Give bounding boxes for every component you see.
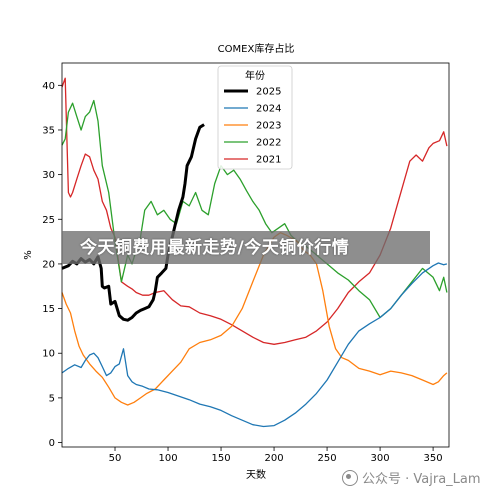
- series-line-2021: [61, 77, 448, 345]
- legend-items: 2025 2024 2023 2022 2021: [224, 87, 281, 166]
- y-tick-label: 0: [49, 438, 55, 449]
- x-tick-label: 100: [158, 453, 177, 464]
- watermark-text: 公众号 · Vajra_Lam: [362, 472, 481, 487]
- y-axis: 0 5 10 15 20 25 30 35 40: [42, 81, 62, 449]
- y-tick-label: 5: [49, 393, 55, 404]
- legend-title: 年份: [245, 69, 265, 82]
- y-tick-label: 10: [42, 349, 55, 360]
- x-tick-label: 50: [109, 453, 122, 464]
- x-tick-label: 150: [211, 453, 230, 464]
- y-tick-label: 35: [42, 125, 55, 136]
- series-line-2022: [61, 99, 448, 319]
- x-tick-label: 200: [265, 453, 284, 464]
- y-tick-label: 40: [42, 81, 55, 92]
- chart-title: COMEX库存占比: [218, 42, 295, 55]
- banner-text: 今天铜费用最新走势/今天铜价行情: [80, 238, 350, 258]
- series-line-2025: [61, 123, 205, 322]
- y-tick-label: 20: [42, 259, 55, 270]
- legend-label-2023: 2023: [256, 121, 281, 132]
- legend-label-2025: 2025: [256, 87, 281, 98]
- legend: 年份 2025 2024 2023 2022 2021: [217, 65, 293, 170]
- series-line-2023: [61, 232, 448, 406]
- x-tick-label: 350: [424, 453, 443, 464]
- y-tick-label: 15: [42, 304, 55, 315]
- title-banner: [62, 231, 430, 264]
- y-axis-label: %: [23, 250, 34, 260]
- legend-label-2024: 2024: [256, 104, 281, 115]
- x-tick-label: 300: [371, 453, 390, 464]
- plot-lines: [61, 77, 448, 428]
- x-axis-label: 天数: [246, 468, 266, 481]
- y-tick-label: 25: [42, 215, 55, 226]
- y-tick-label: 30: [42, 170, 55, 181]
- legend-label-2021: 2021: [256, 155, 281, 166]
- x-axis: 50 100 150 200 250 300 350: [109, 447, 443, 464]
- legend-label-2022: 2022: [256, 138, 281, 149]
- wechat-icon: [342, 470, 358, 486]
- x-tick-label: 250: [318, 453, 337, 464]
- series-line-2024: [61, 262, 448, 428]
- watermark: 公众号 · Vajra_Lam: [338, 470, 485, 490]
